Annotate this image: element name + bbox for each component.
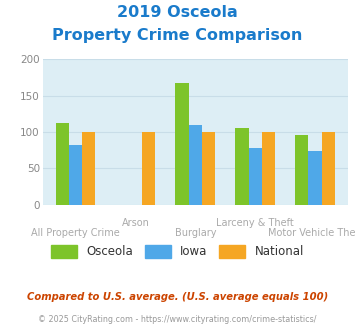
Text: 2019 Osceola: 2019 Osceola — [117, 5, 238, 20]
Bar — [189, 125, 202, 205]
Text: Compared to U.S. average. (U.S. average equals 100): Compared to U.S. average. (U.S. average … — [27, 292, 328, 302]
Text: Burglary: Burglary — [175, 228, 216, 238]
Bar — [56, 122, 69, 205]
Legend: Osceola, Iowa, National: Osceola, Iowa, National — [46, 240, 309, 263]
Text: All Property Crime: All Property Crime — [31, 228, 120, 238]
Bar — [322, 132, 335, 205]
Bar — [142, 132, 155, 205]
Bar — [248, 148, 262, 205]
Bar — [82, 132, 95, 205]
Bar — [69, 145, 82, 205]
Text: Motor Vehicle Theft: Motor Vehicle Theft — [268, 228, 355, 238]
Bar — [262, 132, 275, 205]
Text: Arson: Arson — [121, 218, 149, 228]
Bar — [308, 151, 322, 205]
Bar — [295, 135, 308, 205]
Text: Larceny & Theft: Larceny & Theft — [216, 218, 294, 228]
Bar — [175, 82, 189, 205]
Bar — [202, 132, 215, 205]
Text: © 2025 CityRating.com - https://www.cityrating.com/crime-statistics/: © 2025 CityRating.com - https://www.city… — [38, 315, 317, 324]
Bar — [235, 128, 248, 205]
Text: Property Crime Comparison: Property Crime Comparison — [52, 28, 303, 43]
